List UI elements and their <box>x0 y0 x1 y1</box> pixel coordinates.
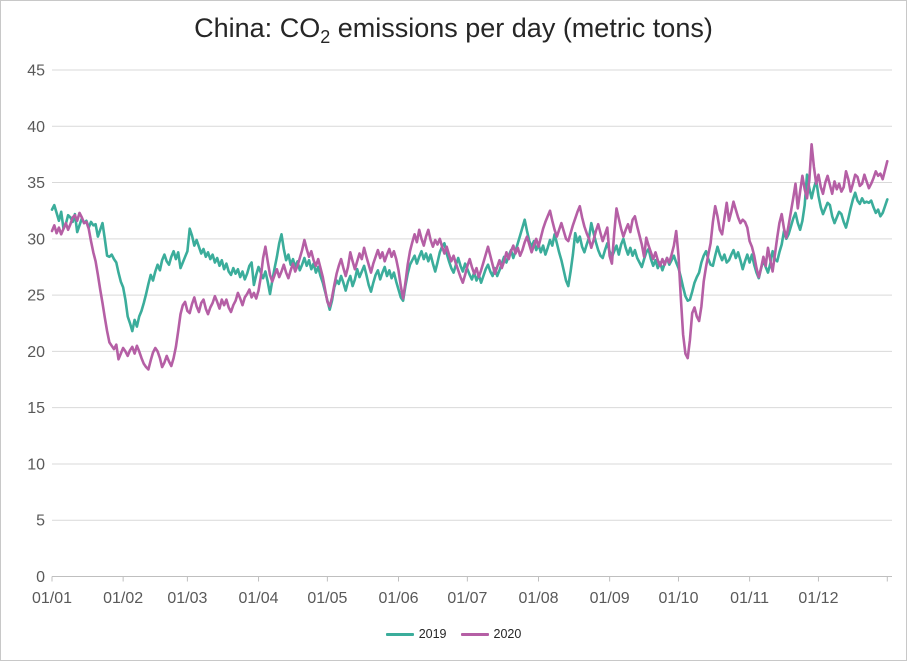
x-axis-tick-label: 01/03 <box>167 590 207 607</box>
legend-item-2019: 2019 <box>385 627 447 641</box>
x-axis-tick-label: 01/09 <box>590 590 630 607</box>
x-axis-tick-label: 01/01 <box>32 590 72 607</box>
chart-title: China: CO2 emissions per day (metric ton… <box>1 13 906 47</box>
legend-swatch-2019 <box>385 632 414 636</box>
y-axis-tick-label: 20 <box>27 344 45 361</box>
legend-label-2020: 2020 <box>493 627 522 641</box>
chart-legend: 2019 2020 <box>1 627 906 641</box>
chart-title-subscript: 2 <box>320 27 331 47</box>
y-axis-tick-label: 30 <box>27 231 45 248</box>
x-axis-tick-label: 01/06 <box>378 590 418 607</box>
y-axis-tick-label: 10 <box>27 456 45 473</box>
y-axis-tick-label: 0 <box>36 569 45 586</box>
legend-swatch-2020 <box>460 632 489 636</box>
x-axis-tick-label: 01/08 <box>518 590 558 607</box>
y-axis-tick-label: 5 <box>36 513 45 530</box>
legend-item-2020: 2020 <box>460 627 522 641</box>
y-axis-tick-label: 45 <box>27 63 45 80</box>
y-axis-tick-label: 25 <box>27 288 45 305</box>
y-axis-tick-label: 15 <box>27 400 45 417</box>
chart-title-prefix: China: CO <box>194 13 321 43</box>
y-axis-tick-label: 40 <box>27 119 45 136</box>
legend-label-2019: 2019 <box>418 627 447 641</box>
series-2019-line <box>50 173 889 333</box>
x-axis-tick-label: 01/07 <box>447 590 487 607</box>
x-axis-tick-label: 01/05 <box>307 590 347 607</box>
series-2020-line <box>50 143 889 371</box>
x-axis-tick-label: 01/11 <box>730 590 769 607</box>
x-axis-tick-label: 01/10 <box>658 590 698 607</box>
y-axis-tick-label: 35 <box>27 175 45 192</box>
x-axis-tick-label: 01/02 <box>103 590 143 607</box>
x-axis-tick-label: 01/04 <box>239 590 279 607</box>
chart-title-suffix: emissions per day (metric tons) <box>330 13 713 43</box>
x-axis-tick-label: 01/12 <box>798 590 838 607</box>
